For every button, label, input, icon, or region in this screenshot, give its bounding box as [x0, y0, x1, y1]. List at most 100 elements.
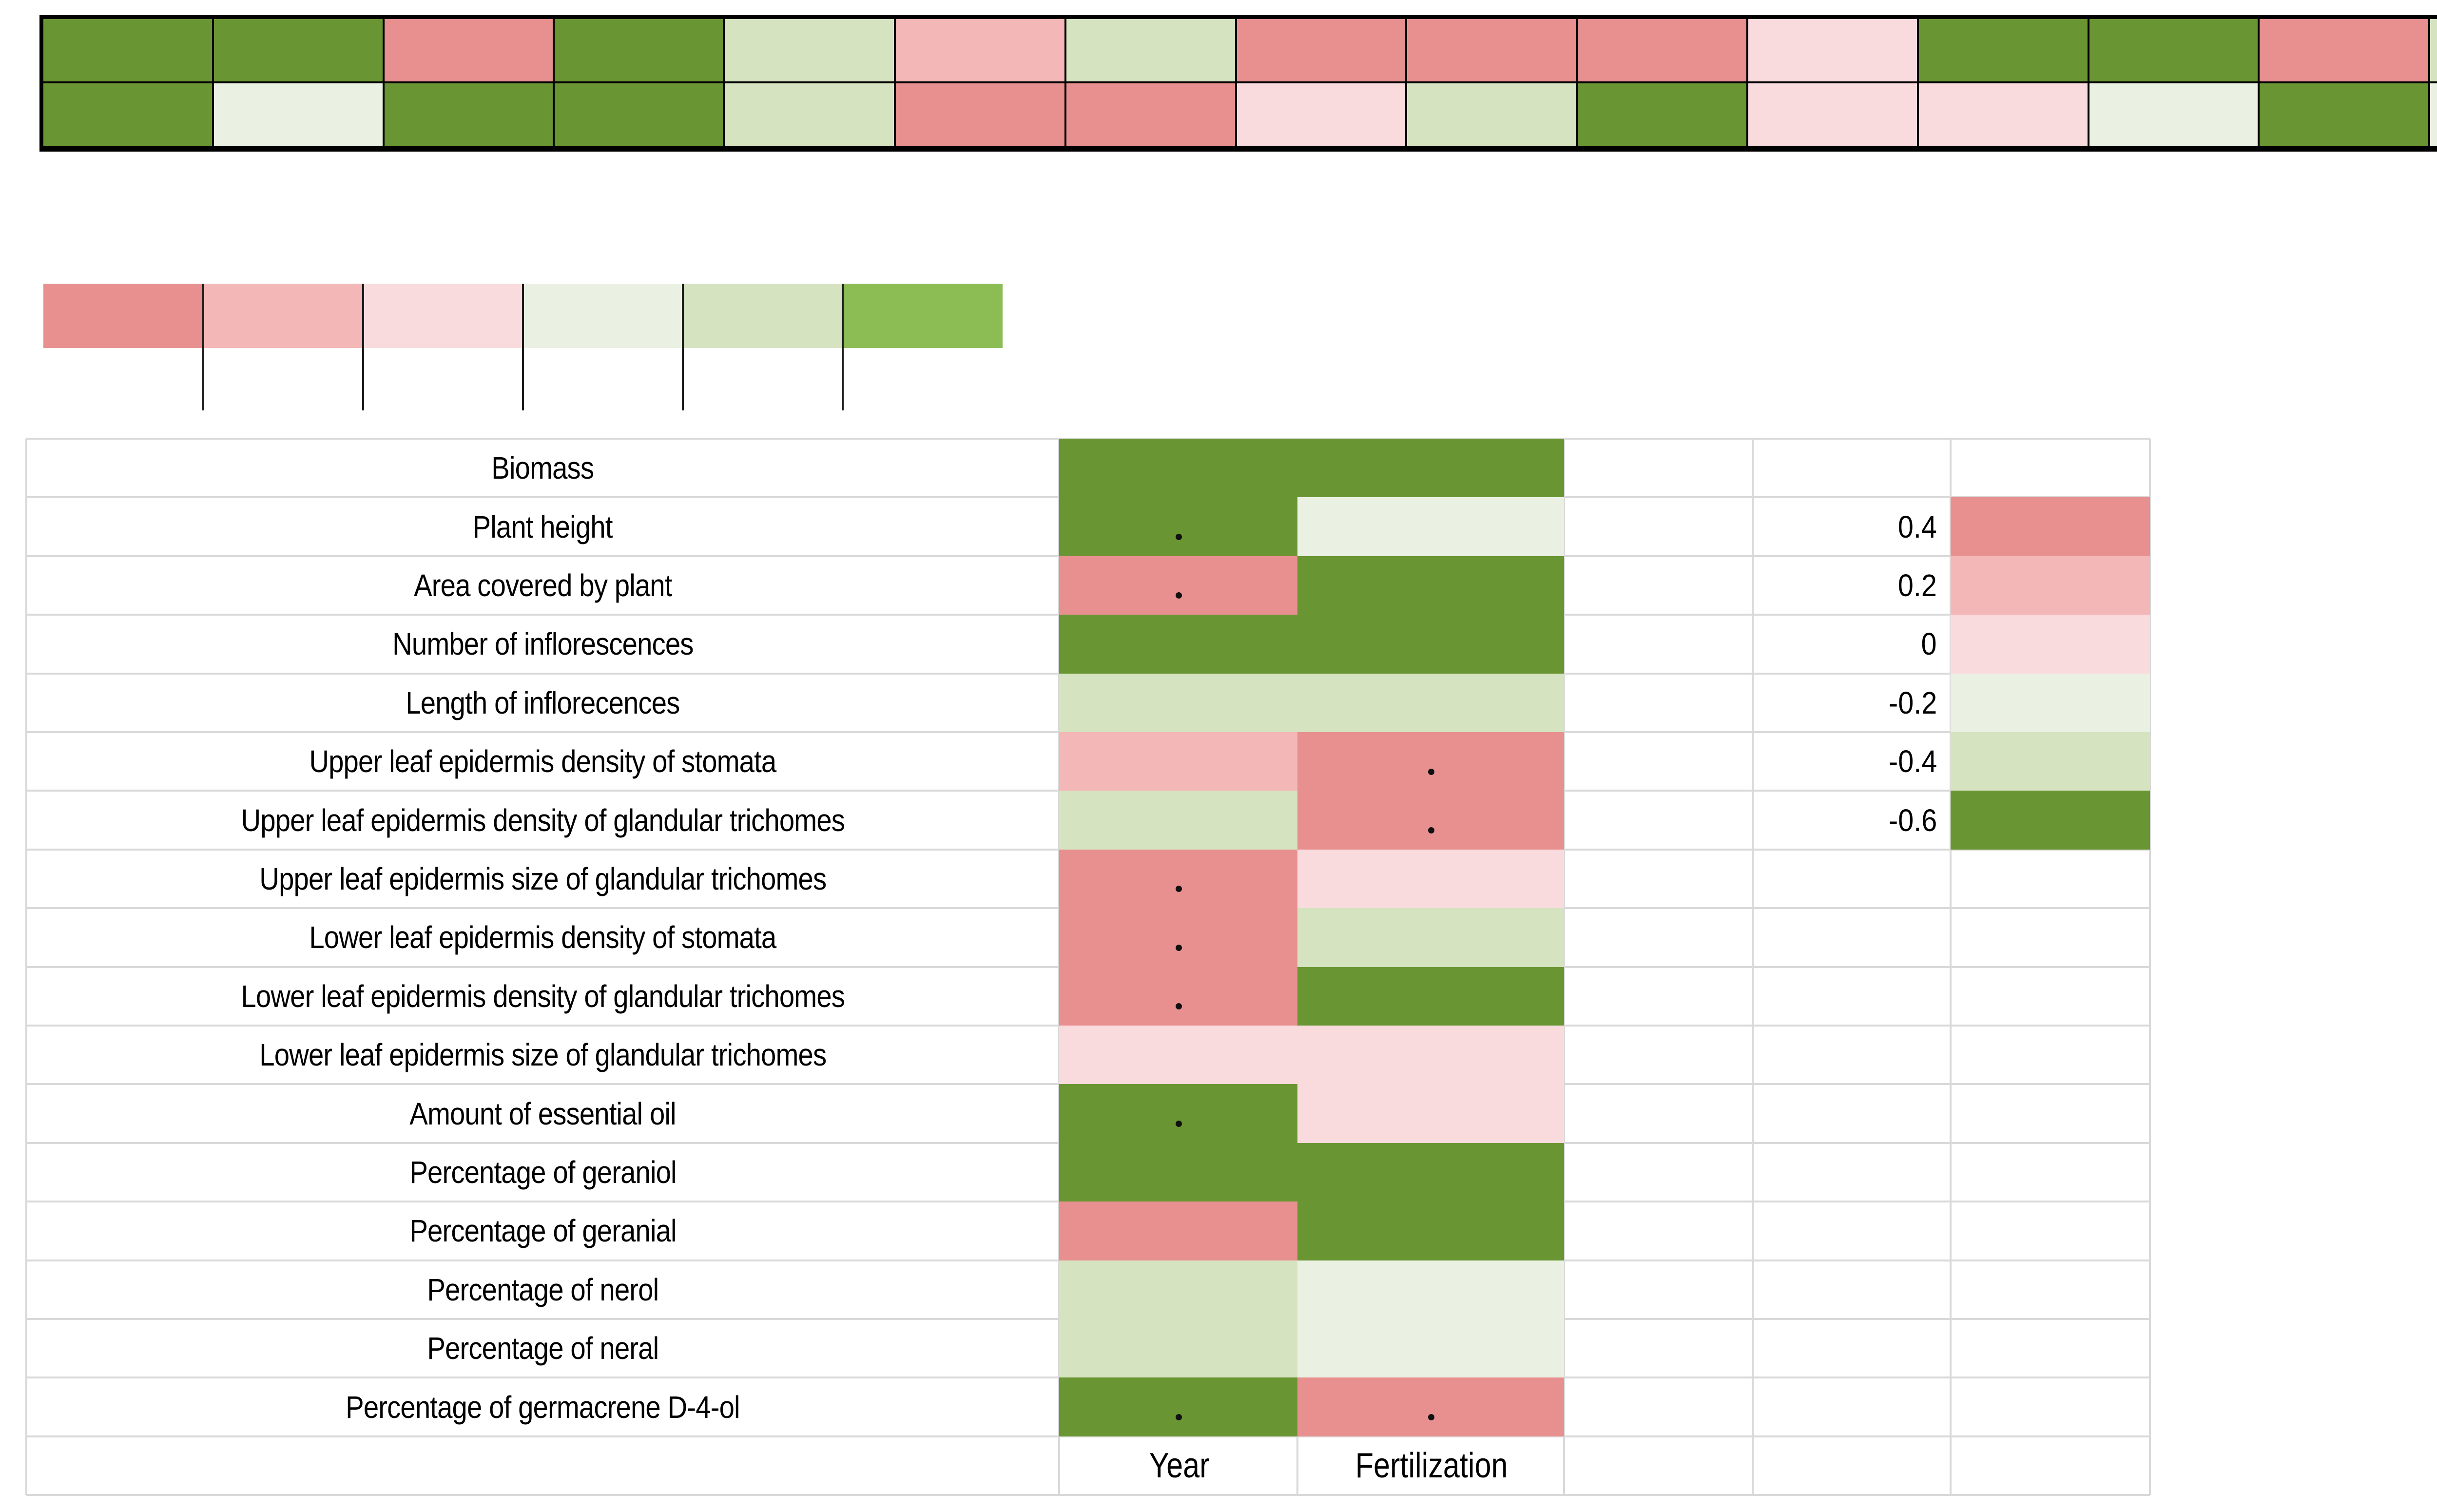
- strip-cell[interactable]: [1064, 17, 1237, 83]
- heatmap-cell-fert[interactable]: [1297, 556, 1564, 615]
- strip-cell[interactable]: [723, 17, 896, 83]
- row-label-cell[interactable]: Area covered by plant: [26, 556, 1059, 615]
- legend-cell[interactable]: [363, 284, 523, 348]
- heatmap-cell-fert[interactable]: [1297, 439, 1564, 498]
- row-label-cell[interactable]: Upper leaf epidermis density of stomata: [26, 732, 1059, 791]
- row-label-cell[interactable]: Length of inflorecences: [26, 674, 1059, 732]
- column-header-fertilization[interactable]: Fertilization: [1299, 1438, 1564, 1493]
- heatmap-cell-fert[interactable]: [1297, 732, 1564, 791]
- row-label-cell[interactable]: Lower leaf epidermis density of glandula…: [26, 967, 1059, 1026]
- strip-cell[interactable]: [2087, 81, 2260, 148]
- scale-value-cell[interactable]: 0: [1753, 615, 1937, 673]
- scale-swatch[interactable]: [1951, 556, 2150, 615]
- strip-cell[interactable]: [553, 17, 726, 83]
- strip-cell[interactable]: [2258, 81, 2431, 148]
- heatmap-cell-fert[interactable]: [1297, 1319, 1564, 1378]
- heatmap-cell-fert[interactable]: [1297, 1084, 1564, 1144]
- row-label-cell[interactable]: Lower leaf epidermis size of glandular t…: [26, 1026, 1059, 1084]
- row-label-cell[interactable]: Upper leaf epidermis size of glandular t…: [26, 850, 1059, 908]
- strip-cell[interactable]: [1405, 17, 1578, 83]
- heatmap-cell-fert[interactable]: [1297, 1260, 1564, 1319]
- strip-cell[interactable]: [382, 81, 555, 148]
- strip-cell[interactable]: [1916, 17, 2089, 83]
- scale-value-cell[interactable]: -0.6: [1753, 791, 1937, 849]
- scale-swatch[interactable]: [1951, 497, 2150, 557]
- heatmap-cell-fert[interactable]: [1297, 1026, 1564, 1085]
- heatmap-cell-year[interactable]: [1059, 908, 1297, 968]
- row-label-cell[interactable]: Upper leaf epidermis density of glandula…: [26, 791, 1059, 849]
- row-label-cell[interactable]: Amount of essential oil: [26, 1084, 1059, 1143]
- strip-cell[interactable]: [723, 81, 896, 148]
- legend-cell[interactable]: [683, 284, 843, 348]
- strip-cell[interactable]: [2428, 81, 2437, 148]
- heatmap-cell-fert[interactable]: [1297, 673, 1564, 733]
- strip-cell[interactable]: [1746, 81, 1919, 148]
- heatmap-cell-fert[interactable]: [1297, 791, 1564, 850]
- strip-cell[interactable]: [1235, 17, 1408, 83]
- row-label-cell[interactable]: Percentage of geraniol: [26, 1143, 1059, 1202]
- strip-cell[interactable]: [553, 81, 726, 148]
- scale-swatch[interactable]: [1951, 673, 2150, 733]
- strip-cell[interactable]: [2258, 17, 2431, 83]
- heatmap-cell-fert[interactable]: [1297, 849, 1564, 909]
- heatmap-cell-year[interactable]: [1059, 1202, 1297, 1261]
- legend-cell[interactable]: [203, 284, 363, 348]
- heatmap-cell-year[interactable]: [1059, 1143, 1297, 1202]
- scale-value-cell[interactable]: 0.2: [1753, 556, 1937, 615]
- heatmap-cell-year[interactable]: [1059, 673, 1297, 733]
- strip-cell[interactable]: [1064, 81, 1237, 148]
- scale-swatch[interactable]: [1951, 791, 2150, 850]
- row-label-cell[interactable]: Lower leaf epidermis density of stomata: [26, 908, 1059, 967]
- heatmap-cell-fert[interactable]: [1297, 967, 1564, 1026]
- row-label-cell[interactable]: Percentage of geranial: [26, 1202, 1059, 1260]
- row-label-cell[interactable]: Number of inflorescences: [26, 615, 1059, 673]
- heatmap-cell-fert[interactable]: [1297, 1143, 1564, 1202]
- strip-cell[interactable]: [382, 17, 555, 83]
- row-label-cell[interactable]: Biomass: [26, 439, 1059, 497]
- heatmap-cell-year[interactable]: [1059, 615, 1297, 674]
- strip-cell[interactable]: [1916, 81, 2089, 148]
- legend-cell[interactable]: [523, 284, 683, 348]
- heatmap-cell-year[interactable]: [1059, 791, 1297, 850]
- heatmap-cell-year[interactable]: [1059, 1260, 1297, 1319]
- scale-swatch[interactable]: [1951, 615, 2150, 674]
- row-label-cell[interactable]: Plant height: [26, 497, 1059, 556]
- strip-cell[interactable]: [1235, 81, 1408, 148]
- row-label-cell[interactable]: Percentage of germacrene D-4-ol: [26, 1377, 1059, 1436]
- strip-cell[interactable]: [41, 17, 214, 83]
- strip-cell[interactable]: [1576, 17, 1748, 83]
- row-label-cell[interactable]: Percentage of nerol: [26, 1260, 1059, 1319]
- heatmap-cell-year[interactable]: [1059, 1319, 1297, 1378]
- heatmap-cell-year[interactable]: [1059, 556, 1297, 615]
- strip-cell[interactable]: [212, 81, 385, 148]
- strip-cell[interactable]: [1405, 81, 1578, 148]
- heatmap-cell-year[interactable]: [1059, 732, 1297, 791]
- heatmap-cell-year[interactable]: [1059, 1377, 1297, 1437]
- heatmap-cell-year[interactable]: [1059, 497, 1297, 557]
- strip-cell[interactable]: [212, 17, 385, 83]
- row-label-cell[interactable]: Percentage of neral: [26, 1319, 1059, 1377]
- heatmap-cell-year[interactable]: [1059, 1026, 1297, 1085]
- legend-cell[interactable]: [843, 284, 1003, 348]
- heatmap-cell-year[interactable]: [1059, 439, 1297, 498]
- heatmap-cell-fert[interactable]: [1297, 908, 1564, 968]
- strip-cell[interactable]: [1576, 81, 1748, 148]
- strip-cell[interactable]: [894, 17, 1066, 83]
- heatmap-cell-year[interactable]: [1059, 849, 1297, 909]
- strip-cell[interactable]: [894, 81, 1066, 148]
- scale-swatch[interactable]: [1951, 732, 2150, 791]
- heatmap-cell-year[interactable]: [1059, 967, 1297, 1026]
- scale-value-cell[interactable]: -0.2: [1753, 674, 1937, 732]
- scale-value-cell[interactable]: -0.4: [1753, 732, 1937, 791]
- column-header-year[interactable]: Year: [1061, 1438, 1297, 1493]
- heatmap-cell-fert[interactable]: [1297, 615, 1564, 674]
- heatmap-cell-fert[interactable]: [1297, 1202, 1564, 1261]
- strip-cell[interactable]: [2428, 17, 2437, 83]
- strip-cell[interactable]: [1746, 17, 1919, 83]
- heatmap-cell-fert[interactable]: [1297, 1377, 1564, 1437]
- heatmap-cell-year[interactable]: [1059, 1084, 1297, 1144]
- heatmap-cell-fert[interactable]: [1297, 497, 1564, 557]
- scale-value-cell[interactable]: 0.4: [1753, 497, 1937, 556]
- legend-cell[interactable]: [43, 284, 203, 348]
- strip-cell[interactable]: [41, 81, 214, 148]
